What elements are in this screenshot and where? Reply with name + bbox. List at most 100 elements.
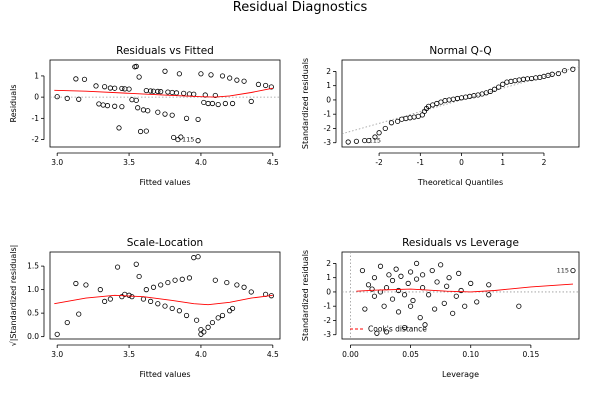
data-point (432, 306, 438, 312)
panel-resid-fitted: Residuals vs Fitted 3.0 3.5 4.0 4.5 -2 -1 0 1 Fit… (9, 45, 281, 187)
data-point (178, 134, 184, 140)
data-point (365, 282, 372, 288)
data-point (486, 282, 492, 288)
point-label: 115 (369, 137, 381, 145)
data-point (219, 73, 226, 79)
data-point (555, 70, 561, 77)
data-point (126, 86, 132, 92)
x-tick-label: -2 (375, 158, 383, 167)
data-point (176, 308, 182, 314)
data-point (401, 324, 408, 331)
data-point (442, 98, 448, 104)
data-point (496, 84, 502, 90)
x-tick-label: 4.5 (267, 350, 279, 359)
x-axis-label: Fitted values (139, 370, 190, 379)
data-point (248, 98, 254, 104)
data-point (377, 263, 384, 269)
data-point (374, 330, 380, 336)
y-tick-label: -1 (324, 110, 332, 119)
data-point (441, 300, 447, 306)
data-point (393, 266, 399, 272)
data-point (212, 277, 218, 283)
data-point (76, 96, 82, 102)
panel-resid-leverage: Residuals vs Leverage 0.00 0.05 0.10 0.15 -3 -… (301, 237, 580, 379)
data-point (215, 315, 221, 321)
data-point (417, 315, 423, 321)
data-point (411, 114, 417, 120)
data-point (96, 101, 102, 107)
panel-title: Residuals vs Fitted (116, 45, 214, 57)
x-tick-label: 1 (500, 158, 505, 167)
data-point (410, 297, 416, 304)
data-point (241, 284, 247, 290)
data-point (444, 283, 450, 289)
data-point (191, 91, 197, 97)
data-point (102, 84, 108, 90)
data-point (486, 292, 492, 298)
x-tick-label: -1 (417, 158, 425, 167)
data-point (73, 76, 79, 82)
data-point (420, 272, 426, 278)
data-point (136, 273, 142, 280)
data-point (93, 83, 99, 89)
smoother-line (54, 294, 273, 306)
x-tick-label: 4.5 (267, 158, 279, 167)
data-point (165, 89, 171, 95)
data-point (458, 287, 464, 294)
data-point (158, 282, 164, 288)
data-point (224, 279, 230, 286)
data-point (201, 99, 207, 106)
data-point (198, 326, 204, 333)
data-point (570, 66, 576, 72)
data-point (150, 88, 157, 94)
data-point (491, 86, 498, 92)
data-point (158, 89, 164, 95)
data-point (135, 105, 141, 111)
plot-area (342, 252, 579, 339)
x-tick-label: 3.0 (51, 158, 63, 167)
data-point (268, 84, 274, 90)
data-point (209, 319, 216, 326)
plot-area (50, 63, 280, 144)
data-point (171, 134, 177, 141)
data-point (169, 89, 175, 96)
data-point (372, 134, 378, 140)
smoother-line (54, 87, 273, 98)
data-point (520, 76, 526, 82)
data-point (215, 101, 221, 108)
y-tick-label: 1 (326, 273, 331, 282)
data-point (376, 130, 382, 136)
figure-title: Residual Diagnostics (233, 0, 368, 15)
data-point (181, 90, 187, 96)
data-point (133, 261, 139, 267)
x-axis-label: Leverage (442, 370, 479, 379)
data-point (137, 128, 144, 135)
data-point (241, 78, 247, 84)
x-tick-label: 0.10 (462, 350, 479, 359)
data-point (450, 310, 456, 316)
data-point (209, 100, 216, 107)
data-point (399, 116, 405, 122)
data-point (395, 309, 402, 315)
data-point (403, 115, 409, 122)
data-point (76, 311, 82, 317)
data-point (234, 77, 240, 83)
data-point (382, 125, 388, 132)
data-point (401, 292, 408, 298)
x-tick-label: 0.05 (402, 350, 419, 359)
data-point (383, 329, 390, 335)
y-tick-label: 2 (326, 67, 331, 76)
data-point (454, 95, 461, 102)
data-point (129, 97, 135, 103)
data-point (83, 282, 89, 288)
data-point (186, 275, 193, 281)
data-point (570, 267, 576, 274)
plot-frame (341, 59, 580, 148)
data-point (383, 285, 390, 291)
data-point (116, 125, 122, 131)
data-point (148, 88, 154, 94)
data-point (362, 306, 368, 312)
data-point (471, 93, 477, 99)
y-tick-label: -3 (324, 138, 332, 147)
